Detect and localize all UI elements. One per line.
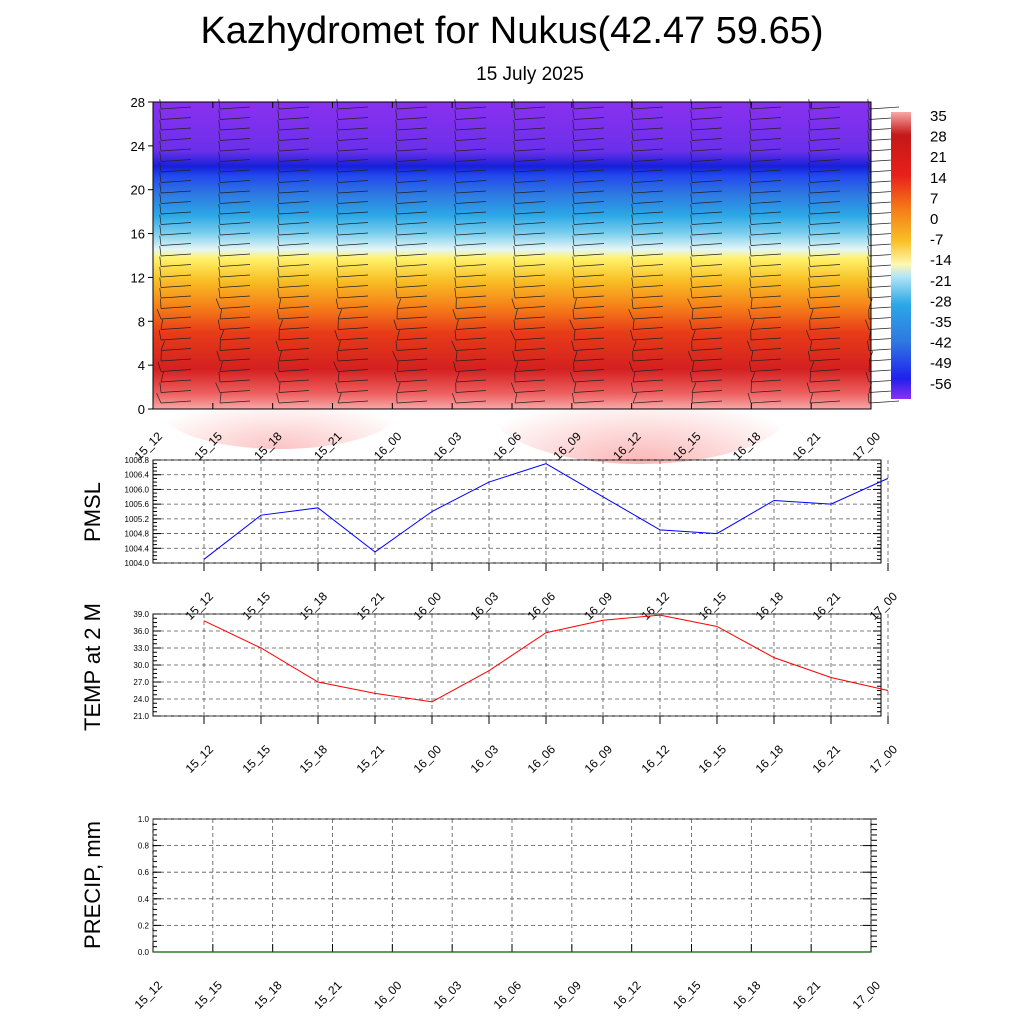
y-tick-label: 0.0	[138, 948, 150, 957]
x-tick-label: 16_06	[525, 742, 559, 776]
x-tick-label: 16_09	[582, 742, 616, 776]
x-tick-label: 16_15	[670, 978, 704, 1012]
x-tick-label: 17_00	[867, 742, 901, 776]
colorbar	[891, 112, 911, 399]
x-tick-label: 16_03	[431, 978, 465, 1012]
x-tick-label: 16_15	[696, 742, 730, 776]
colorbar-label: -28	[930, 293, 952, 310]
colorbar-label: 28	[930, 129, 947, 146]
x-tick-label: 15_21	[311, 978, 345, 1012]
colorbar-label: -7	[930, 232, 943, 249]
y-tick-label: 8	[138, 314, 145, 329]
y-tick-label: 1005.6	[125, 500, 150, 509]
x-tick-label: 16_00	[411, 742, 445, 776]
y-tick-label: 33.0	[133, 644, 149, 653]
y-tick-label: 16	[131, 227, 145, 242]
y-tick-label: 1005.2	[125, 515, 150, 524]
x-tick-label: 16_18	[753, 742, 787, 776]
x-tick-label: 17_00	[850, 978, 884, 1012]
y-tick-label: 24	[131, 139, 145, 154]
y-tick-label: 0.6	[138, 868, 150, 877]
heatmap-y-axis: 0 4 8 12 16 20 24 28	[131, 95, 153, 417]
y-tick-label: 1004.4	[125, 544, 150, 553]
x-tick-label: 16_21	[790, 978, 824, 1012]
x-tick-label: 15_18	[297, 742, 331, 776]
y-tick-label: 36.0	[133, 627, 149, 636]
plot-frame	[153, 460, 881, 563]
x-tick-label: 16_03	[468, 742, 502, 776]
colorbar-label: -49	[930, 355, 952, 372]
y-tick-label: 20	[131, 183, 145, 198]
colorbar-label: 14	[930, 170, 947, 187]
x-tick-label: 15_15	[240, 742, 274, 776]
y-tick-label: 28	[131, 95, 145, 110]
pmsl-chart: 1004.0 1004.4 1004.8 1005.2 1005.6 1006.0 1006…	[0, 450, 1024, 600]
y-tick-label: 4	[138, 358, 145, 373]
colorbar-label: -56	[930, 376, 952, 393]
x-tick-label: 15_15	[191, 978, 225, 1012]
x-tick-label: 16_12	[639, 742, 673, 776]
colorbar-label: -42	[930, 335, 952, 352]
x-tick-label: 16_09	[550, 978, 584, 1012]
x-tick-label: 16_00	[371, 978, 405, 1012]
colorbar-label: -14	[930, 252, 952, 269]
colorbar-label: 35	[930, 108, 947, 125]
x-tick-label: 16_06	[491, 978, 525, 1012]
colorbar-label: -35	[930, 314, 952, 331]
y-tick-label: 0.4	[138, 895, 150, 904]
y-tick-label: 1004.0	[125, 559, 150, 568]
wind-barb	[869, 107, 899, 109]
wind-barb	[869, 401, 899, 403]
y-tick-label: 27.0	[133, 678, 149, 687]
y-tick-label: 1006.8	[125, 456, 150, 465]
y-tick-label: 21.0	[133, 712, 149, 721]
y-tick-label: 30.0	[133, 661, 149, 670]
y-tick-label: 1006.4	[125, 471, 150, 480]
colorbar-label: 0	[930, 211, 938, 228]
y-tick-label: 0	[138, 402, 145, 417]
x-tick-label: 16_18	[730, 978, 764, 1012]
x-tick-label: 15_21	[354, 742, 388, 776]
y-axis-label: TEMP at 2 M	[80, 603, 105, 731]
x-tick-label: 16_12	[610, 978, 644, 1012]
x-tick-label: 15_12	[183, 742, 217, 776]
colorbar-label: 7	[930, 190, 938, 207]
x-tick-label: 15_12	[132, 978, 166, 1012]
colorbar-label: -21	[930, 273, 952, 290]
y-tick-label: 0.8	[138, 842, 150, 851]
y-axis-label: PRECIP, mm	[80, 821, 105, 949]
y-tick-label: 1.0	[138, 815, 150, 824]
y-tick-label: 1006.0	[125, 485, 150, 494]
colorbar-label: 21	[930, 149, 947, 166]
y-tick-label: 12	[131, 270, 145, 285]
y-tick-label: 1004.8	[125, 530, 150, 539]
y-tick-label: 39.0	[133, 610, 149, 619]
y-tick-label: 0.2	[138, 921, 150, 930]
precip-chart: 0.0 0.2 0.4 0.6 0.8 1.0 15_12 15_15 15_18 15_21 16…	[0, 805, 1024, 1025]
y-axis-label: PMSL	[80, 482, 105, 542]
y-tick-label: 24.0	[133, 695, 149, 704]
colorbar-labels: 35 28 21 14 7 0 -7 -14 -21 -28 -35 -42 -49 -56	[930, 108, 952, 393]
x-tick-label: 16_21	[810, 742, 844, 776]
x-tick-label: 15_18	[251, 978, 285, 1012]
